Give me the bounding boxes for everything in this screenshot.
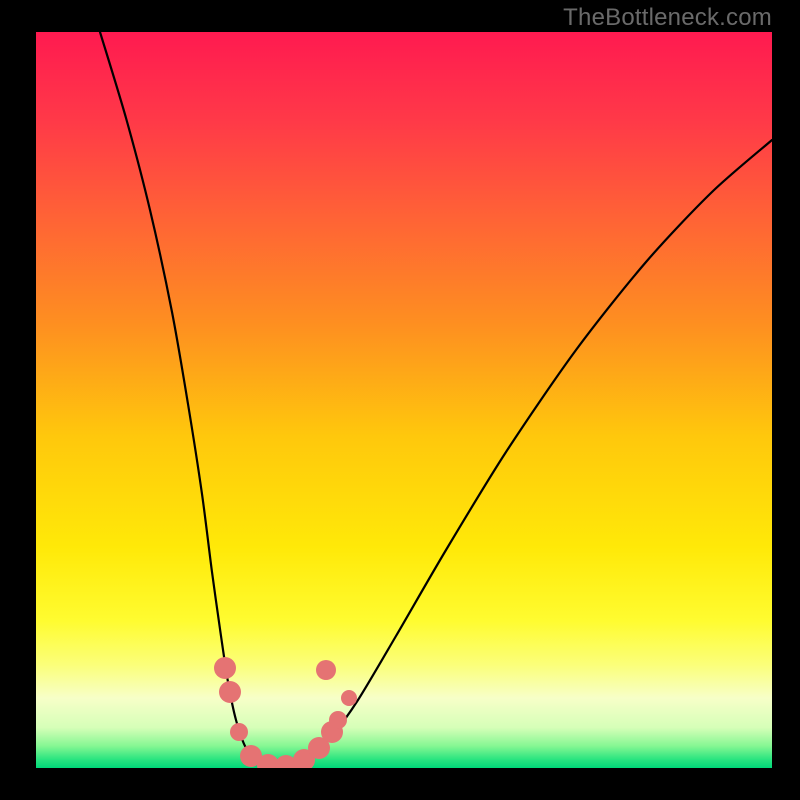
marker-point [341, 690, 357, 706]
marker-point [316, 660, 336, 680]
chart-area [36, 32, 772, 768]
marker-point [214, 657, 236, 679]
marker-point [329, 711, 347, 729]
gradient-background [36, 32, 772, 768]
marker-point [230, 723, 248, 741]
marker-point [219, 681, 241, 703]
chart-svg [36, 32, 772, 768]
watermark-text: TheBottleneck.com [563, 4, 772, 32]
